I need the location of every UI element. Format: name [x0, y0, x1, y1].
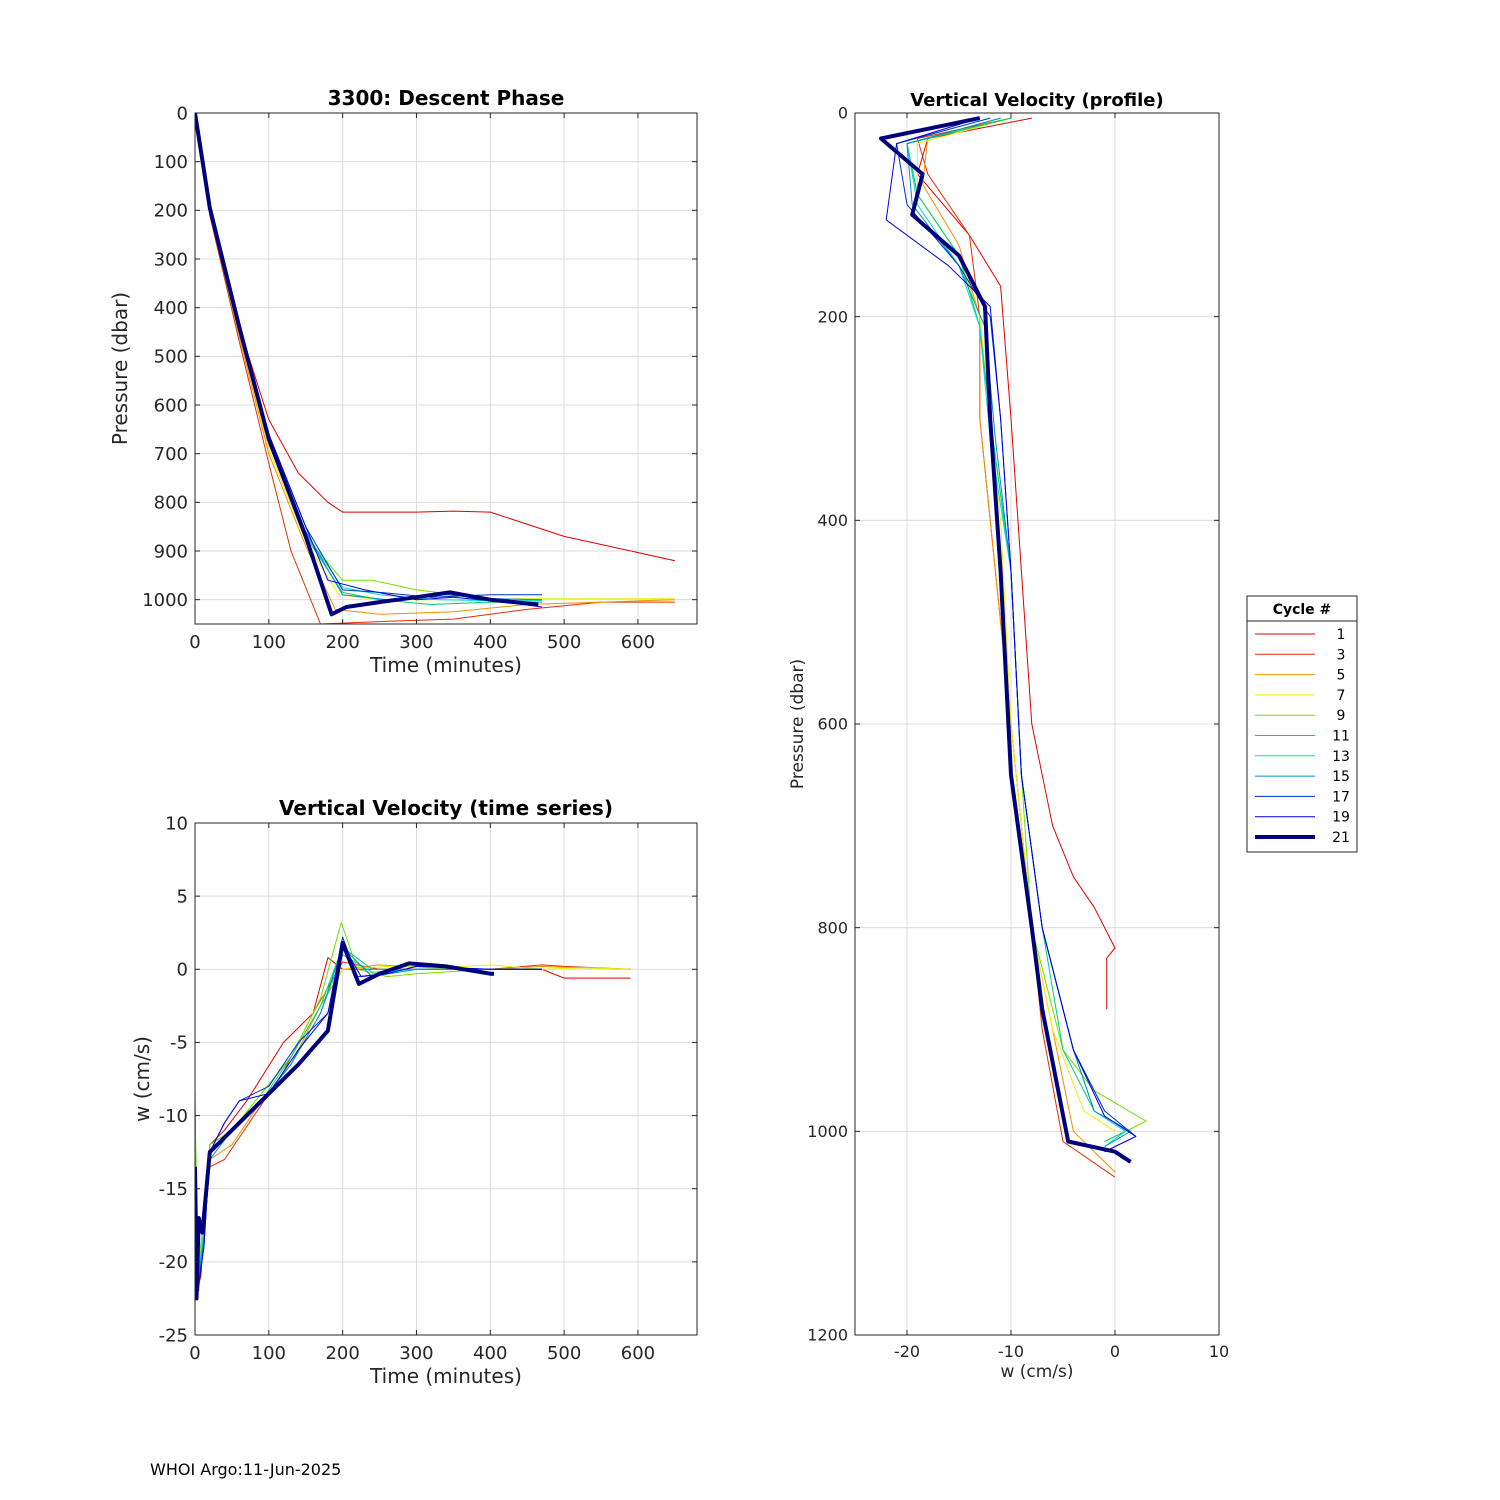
x-tick-label: 0 [189, 632, 200, 653]
x-axis-label: Time (minutes) [369, 1364, 522, 1388]
y-axis-label: Pressure (dbar) [788, 659, 808, 789]
y-tick-label: 600 [154, 395, 188, 416]
x-tick-label: 10 [1209, 1342, 1229, 1361]
y-tick-label: 1200 [807, 1326, 848, 1345]
y-tick-label: 800 [817, 918, 848, 937]
plot-area [195, 823, 697, 1335]
series-line-cycle-21 [195, 113, 539, 617]
series-group [195, 922, 631, 1301]
y-tick-label: 700 [154, 444, 188, 465]
y-tick-label: 0 [838, 104, 848, 123]
x-tick-label: 0 [1110, 1342, 1120, 1361]
x-tick-label: 300 [399, 1343, 433, 1364]
y-tick-label: -10 [159, 1106, 188, 1127]
y-tick-label: -5 [170, 1033, 188, 1054]
x-axis-label: w (cm/s) [1000, 1362, 1073, 1382]
y-tick-label: 600 [817, 715, 848, 734]
y-tick-label: -20 [159, 1252, 188, 1273]
y-tick-label: 10 [165, 813, 188, 834]
y-axis-label: Pressure (dbar) [108, 292, 132, 445]
chart-title: Vertical Velocity (time series) [279, 796, 613, 820]
series-line-cycle-21 [195, 941, 494, 1301]
x-tick-label: 100 [252, 1343, 286, 1364]
x-tick-label: 200 [325, 1343, 359, 1364]
x-tick-label: 400 [473, 632, 507, 653]
series-line-cycle-1 [916, 117, 1116, 1010]
y-tick-label: 100 [154, 152, 188, 173]
velocity-time-series-plot: 0 100 200 300 400 500 600 10 5 0 -5 -10 -15 -20 -25 Ver… [130, 796, 698, 1388]
legend-box [1246, 595, 1358, 853]
series-line-cycle-3 [195, 113, 675, 624]
legend-label-cycle-5: 5 [1337, 668, 1346, 684]
y-tick-label: 800 [154, 493, 188, 514]
series-group [195, 113, 676, 624]
y-tick-label: 400 [154, 298, 188, 319]
legend-title: Cycle # [1273, 602, 1332, 618]
x-axis-label: Time (minutes) [369, 653, 522, 677]
x-tick-label: 400 [473, 1343, 507, 1364]
x-tick-label: 600 [621, 632, 655, 653]
axes-box [194, 112, 698, 625]
x-tick-label: 500 [547, 632, 581, 653]
legend-label-cycle-1: 1 [1337, 627, 1346, 643]
y-tick-label: -25 [159, 1325, 188, 1346]
y-tick-label: 0 [177, 103, 188, 124]
y-tick-label: 500 [154, 347, 188, 368]
x-tick-label: -10 [998, 1342, 1024, 1361]
legend-label-cycle-3: 3 [1337, 647, 1346, 663]
y-tick-label: 300 [154, 249, 188, 270]
legend-label-cycle-21: 21 [1332, 830, 1350, 846]
x-tick-label: -20 [894, 1342, 920, 1361]
y-axis-label: w (cm/s) [130, 1036, 154, 1122]
x-tick-label: 0 [189, 1343, 200, 1364]
x-tick-label: 600 [621, 1343, 655, 1364]
x-tick-label: 300 [399, 632, 433, 653]
descent-phase-plot: 0 100 200 300 400 500 600 0 100 200 300 400 500 600 70… [108, 86, 698, 677]
legend-label-cycle-9: 9 [1337, 708, 1346, 724]
legend-label-cycle-19: 19 [1332, 810, 1350, 826]
chart-title: 3300: Descent Phase [328, 86, 565, 110]
legend-label-cycle-11: 11 [1332, 729, 1350, 745]
footer-stamp: WHOI Argo:11-Jun-2025 [150, 1460, 342, 1479]
series-line-cycle-21 [879, 116, 1132, 1164]
y-tick-label: 0 [177, 960, 188, 981]
y-tick-label: 900 [154, 541, 188, 562]
legend-label-cycle-17: 17 [1332, 789, 1350, 805]
legend-label-cycle-7: 7 [1337, 688, 1346, 704]
x-tick-label: 100 [252, 632, 286, 653]
legend-label-cycle-15: 15 [1332, 769, 1350, 785]
y-tick-label: 1000 [142, 590, 188, 611]
y-tick-label: 400 [817, 511, 848, 530]
x-tick-label: 200 [325, 632, 359, 653]
axes-box [194, 822, 698, 1336]
y-tick-label: 200 [817, 307, 848, 326]
y-tick-label: 1000 [807, 1122, 848, 1141]
series-group [879, 116, 1147, 1178]
plot-area [195, 113, 697, 624]
chart-title: Vertical Velocity (profile) [910, 90, 1164, 111]
y-tick-label: -15 [159, 1179, 188, 1200]
y-tick-label: 5 [177, 886, 188, 907]
grid [194, 822, 697, 1336]
series-line-cycle-19 [885, 117, 1137, 1153]
y-tick-label: 200 [154, 201, 188, 222]
legend-label-cycle-13: 13 [1332, 749, 1350, 765]
x-tick-label: 500 [547, 1343, 581, 1364]
